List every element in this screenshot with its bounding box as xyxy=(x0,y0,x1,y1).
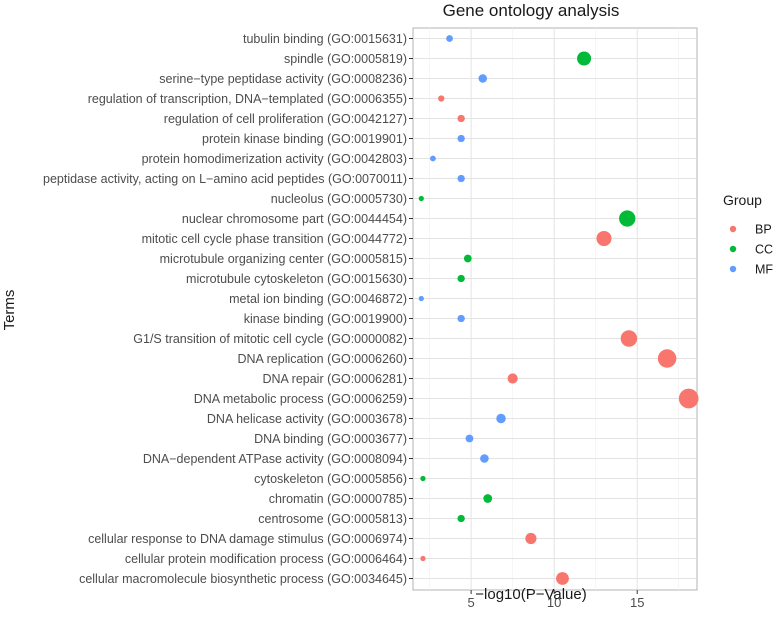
term-label-protein-homodimerization-activity-go-0042803: protein homodimerization activity (GO:00… xyxy=(142,152,407,166)
term-label-regulation-of-transcription-dna-templated-go-0006355: regulation of transcription, DNA−templat… xyxy=(88,92,407,106)
term-label-centrosome-go-0005813: centrosome (GO:0005813) xyxy=(258,512,407,526)
term-label-serine-type-peptidase-activity-go-0008236: serine−type peptidase activity (GO:00082… xyxy=(159,72,407,86)
plot-panel xyxy=(412,27,698,591)
point-cellular-response-to-dna-damage-stimulus-go-0006974 xyxy=(525,532,537,545)
point-microtubule-cytoskeleton-go-0015630 xyxy=(457,274,465,283)
legend-label-cc: CC xyxy=(755,243,773,257)
legend: Group BP CC MF xyxy=(723,192,773,277)
term-label-cellular-response-to-dna-damage-stimulus-go-0006974: cellular response to DNA damage stimulus… xyxy=(88,532,407,546)
point-centrosome-go-0005813 xyxy=(457,514,465,523)
y-axis-title: Terms xyxy=(1,290,18,331)
point-cellular-protein-modification-process-go-0006464 xyxy=(420,555,426,562)
x-tick-label: 15 xyxy=(630,595,644,610)
term-label-dna-metabolic-process-go-0006259: DNA metabolic process (GO:0006259) xyxy=(194,392,407,406)
point-regulation-of-transcription-dna-templated-go-0006355 xyxy=(438,95,445,102)
data-points xyxy=(418,35,699,585)
term-label-microtubule-cytoskeleton-go-0015630: microtubule cytoskeleton (GO:0015630) xyxy=(186,272,407,286)
point-cellular-macromolecule-biosynthetic-process-go-0034645 xyxy=(556,572,569,585)
legend-label-bp: BP xyxy=(755,223,772,237)
term-label-protein-kinase-binding-go-0019901: protein kinase binding (GO:0019901) xyxy=(202,132,407,146)
legend-key-mf xyxy=(729,265,737,273)
point-dna-helicase-activity-go-0003678 xyxy=(496,413,506,424)
x-tick-label: 10 xyxy=(547,595,561,610)
term-label-dna-replication-go-0006260: DNA replication (GO:0006260) xyxy=(237,352,407,366)
point-dna-repair-go-0006281 xyxy=(507,373,518,384)
point-mitotic-cell-cycle-phase-transition-go-0044772 xyxy=(596,230,612,247)
term-label-regulation-of-cell-proliferation-go-0042127: regulation of cell proliferation (GO:004… xyxy=(164,112,407,126)
term-label-peptidase-activity-acting-on-l-amino-acid-peptides-go-0070011: peptidase activity, acting on L−amino ac… xyxy=(43,172,407,186)
term-label-dna-binding-go-0003677: DNA binding (GO:0003677) xyxy=(254,432,407,446)
legend-key-cc xyxy=(729,245,737,253)
term-label-g1-s-transition-of-mitotic-cell-cycle-go-0000082: G1/S transition of mitotic cell cycle (G… xyxy=(133,332,407,346)
term-label-mitotic-cell-cycle-phase-transition-go-0044772: mitotic cell cycle phase transition (GO:… xyxy=(142,232,407,246)
legend-label-mf: MF xyxy=(755,263,773,277)
term-label-microtubule-organizing-center-go-0005815: microtubule organizing center (GO:000581… xyxy=(160,252,407,266)
term-label-kinase-binding-go-0019900: kinase binding (GO:0019900) xyxy=(244,312,407,326)
term-label-dna-dependent-atpase-activity-go-0008094: DNA−dependent ATPase activity (GO:000809… xyxy=(143,452,407,466)
term-labels: tubulin binding (GO:0015631) spindle (GO:… xyxy=(43,32,413,586)
term-label-cytoskeleton-go-0005856: cytoskeleton (GO:0005856) xyxy=(254,472,407,486)
point-serine-type-peptidase-activity-go-0008236 xyxy=(478,74,488,83)
point-spindle-go-0005819 xyxy=(577,51,592,66)
point-microtubule-organizing-center-go-0005815 xyxy=(463,254,472,263)
term-label-chromatin-go-0000785: chromatin (GO:0000785) xyxy=(269,492,407,506)
chart-title: Gene ontology analysis xyxy=(443,1,620,20)
point-protein-homodimerization-activity-go-0042803 xyxy=(430,155,436,162)
term-label-cellular-protein-modification-process-go-0006464: cellular protein modification process (G… xyxy=(125,552,407,566)
term-label-metal-ion-binding-go-0046872: metal ion binding (GO:0046872) xyxy=(229,292,407,306)
point-kinase-binding-go-0019900 xyxy=(457,314,465,323)
x-axis-title: −log10(P−Value) xyxy=(475,586,586,603)
point-dna-replication-go-0006260 xyxy=(657,349,677,368)
term-label-tubulin-binding-go-0015631: tubulin binding (GO:0015631) xyxy=(243,32,407,46)
term-label-nuclear-chromosome-part-go-0044454: nuclear chromosome part (GO:0044454) xyxy=(182,212,407,226)
legend-title: Group xyxy=(723,192,762,208)
term-label-nucleolus-go-0005730: nucleolus (GO:0005730) xyxy=(271,192,407,206)
x-tick-label: 5 xyxy=(468,595,475,610)
point-dna-metabolic-process-go-0006259 xyxy=(678,388,699,409)
x-axis-ticks: 5 10 15 xyxy=(468,590,644,610)
point-dna-dependent-atpase-activity-go-0008094 xyxy=(480,454,489,463)
point-nuclear-chromosome-part-go-0044454 xyxy=(619,210,636,227)
point-g1-s-transition-of-mitotic-cell-cycle-go-0000082 xyxy=(620,330,638,347)
term-label-spindle-go-0005819: spindle (GO:0005819) xyxy=(284,52,407,66)
point-metal-ion-binding-go-0046872 xyxy=(418,295,424,302)
point-tubulin-binding-go-0015631 xyxy=(446,35,453,42)
term-label-dna-repair-go-0006281: DNA repair (GO:0006281) xyxy=(262,372,407,386)
legend-key-bp xyxy=(729,225,737,233)
point-nucleolus-go-0005730 xyxy=(418,195,424,202)
point-dna-binding-go-0003677 xyxy=(465,434,474,443)
point-regulation-of-cell-proliferation-go-0042127 xyxy=(457,114,465,123)
point-cytoskeleton-go-0005856 xyxy=(420,475,426,482)
term-label-cellular-macromolecule-biosynthetic-process-go-0034645: cellular macromolecule biosynthetic proc… xyxy=(79,572,407,586)
term-label-dna-helicase-activity-go-0003678: DNA helicase activity (GO:0003678) xyxy=(207,412,407,426)
point-peptidase-activity-acting-on-l-amino-acid-peptides-go-0070011 xyxy=(457,174,465,183)
point-protein-kinase-binding-go-0019901 xyxy=(457,134,465,143)
point-chromatin-go-0000785 xyxy=(483,494,493,503)
